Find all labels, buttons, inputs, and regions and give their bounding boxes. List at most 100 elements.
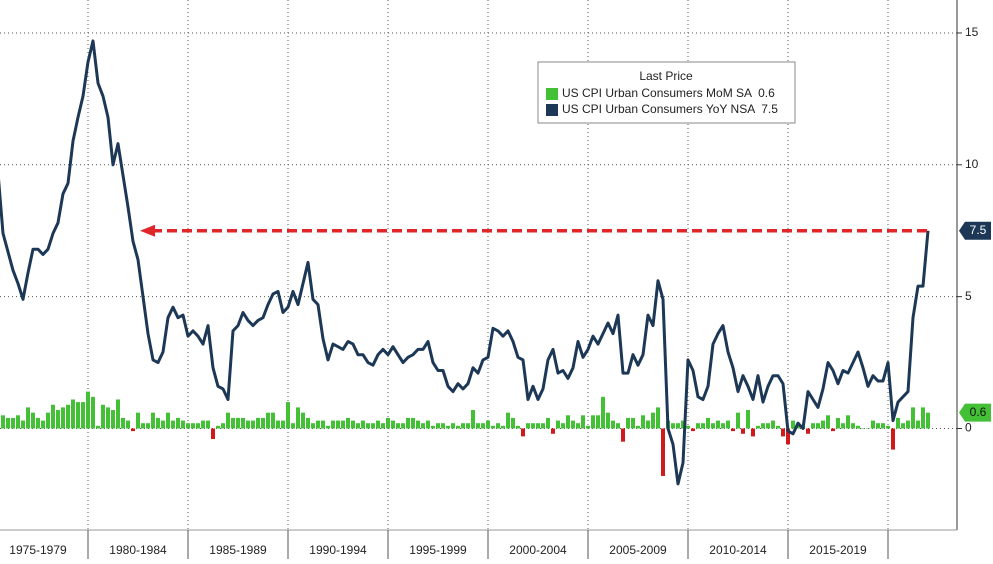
last-value-label: 7.5 (970, 223, 987, 237)
bar (306, 417, 310, 429)
bar (861, 428, 865, 429)
bar (651, 412, 655, 429)
bar (226, 412, 230, 429)
legend-label: US CPI Urban Consumers YoY NSA (562, 102, 755, 116)
bar (376, 420, 380, 429)
bar (871, 420, 875, 429)
bar (426, 420, 430, 429)
bar (176, 417, 180, 429)
bar (221, 423, 225, 429)
bar (896, 417, 900, 429)
bar (261, 417, 265, 429)
bar (291, 423, 295, 429)
bar (531, 423, 535, 429)
bar (191, 423, 195, 429)
bar (311, 423, 315, 429)
bar (691, 428, 695, 432)
bar (831, 428, 835, 432)
bar (61, 407, 65, 429)
bar (386, 417, 390, 429)
bar (766, 423, 770, 429)
bar (241, 417, 245, 429)
bar (436, 423, 440, 429)
bar (181, 420, 185, 429)
bar (761, 423, 765, 429)
x-tick-label: 1975-1979 (9, 543, 67, 557)
bar (596, 415, 600, 429)
bar (916, 420, 920, 429)
bar (461, 423, 465, 429)
bar (636, 425, 640, 429)
bar (496, 423, 500, 429)
bar (121, 417, 125, 429)
bar (561, 423, 565, 429)
bar (186, 423, 190, 429)
legend-value: 0.6 (758, 86, 775, 100)
bar (361, 420, 365, 429)
x-tick-label: 1985-1989 (209, 543, 267, 557)
bar (161, 420, 165, 429)
bar (551, 428, 555, 434)
bar (811, 423, 815, 429)
bar (316, 420, 320, 429)
legend: Last Price US CPI Urban Consumers MoM SA… (537, 61, 796, 124)
bar (51, 404, 55, 429)
bar (771, 420, 775, 429)
bar (236, 417, 240, 429)
bar (16, 415, 20, 429)
bar (501, 425, 505, 429)
bar (486, 420, 490, 429)
legend-title: Last Price (639, 69, 693, 83)
bar (416, 420, 420, 429)
bar (171, 420, 175, 429)
bar (836, 417, 840, 429)
bar (266, 412, 270, 429)
bar (546, 417, 550, 429)
bar (301, 412, 305, 429)
bar (451, 423, 455, 429)
bar (421, 423, 425, 429)
bar (506, 412, 510, 429)
y-tick-label: 0 (965, 421, 972, 435)
bar (511, 417, 515, 429)
bar (206, 420, 210, 429)
bar (611, 420, 615, 429)
bar (321, 420, 325, 429)
bar (76, 402, 80, 429)
bar (471, 410, 475, 429)
bar (396, 423, 400, 429)
bar (136, 412, 140, 429)
bar (56, 410, 60, 429)
bar (701, 423, 705, 429)
bar (891, 428, 895, 450)
bar (141, 423, 145, 429)
bar (336, 420, 340, 429)
bar (576, 423, 580, 429)
bar (796, 425, 800, 429)
bar (631, 417, 635, 429)
bar (741, 428, 745, 434)
bar (881, 423, 885, 429)
bar (521, 428, 525, 437)
bar (706, 417, 710, 429)
bar (356, 423, 360, 429)
bar (101, 404, 105, 429)
x-tick-label: 1995-1999 (409, 543, 467, 557)
bar (901, 423, 905, 429)
bar (36, 417, 40, 429)
bar (516, 425, 520, 429)
bar (851, 423, 855, 429)
bar (21, 420, 25, 429)
bar (686, 425, 690, 429)
arrow-head (140, 224, 155, 237)
bar (441, 423, 445, 429)
bar (756, 425, 760, 429)
bar (246, 420, 250, 429)
bar (876, 423, 880, 429)
bar (466, 423, 470, 429)
bar (781, 428, 785, 437)
bar (806, 428, 810, 434)
bar (821, 420, 825, 429)
bar (66, 404, 70, 429)
